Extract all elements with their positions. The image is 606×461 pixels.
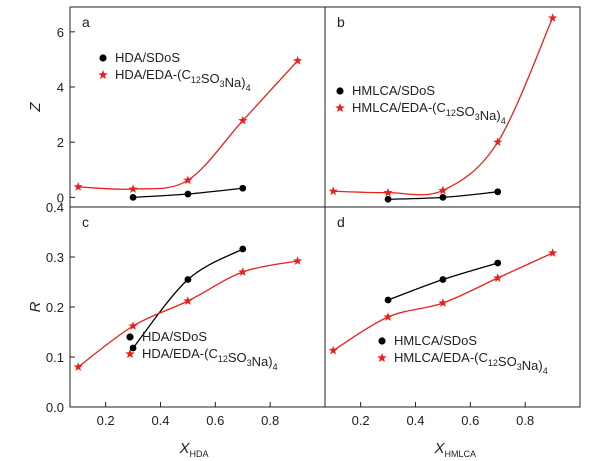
- data-point-star: [493, 273, 503, 282]
- y-axis-title: R: [27, 301, 44, 312]
- legend-marker-circle: [99, 54, 107, 62]
- legend-marker-circle: [378, 337, 386, 345]
- data-point-star: [128, 321, 138, 330]
- data-point-star: [438, 185, 448, 195]
- legend-entry: HMLCA/SDoS: [394, 333, 477, 348]
- data-point-star: [128, 184, 138, 193]
- x-tick-label: 0.6: [206, 413, 224, 428]
- panel-c: c 0.0 0.1 0.2 0.3 0.4 0.2 0.4 0.6 0.8 R XHDA HDA/SDo…: [27, 200, 326, 459]
- legend-marker-star: [125, 349, 135, 359]
- data-point-star: [383, 312, 393, 321]
- legend-entry: HMLCA/EDA-(C12SO3Na)4: [352, 100, 506, 126]
- legend-marker-star: [98, 70, 108, 80]
- legend-marker-circle: [126, 333, 134, 341]
- y-tick-label: 4: [57, 80, 64, 95]
- data-point-star: [328, 186, 338, 196]
- data-point-star: [438, 298, 448, 307]
- legend-marker-star: [377, 353, 387, 363]
- data-point-star: [383, 187, 393, 197]
- panel-frame: [69, 6, 326, 208]
- data-point-circle: [239, 184, 247, 192]
- data-point-star: [238, 115, 248, 125]
- legend-marker-star: [335, 103, 345, 113]
- data-point-star: [238, 267, 248, 276]
- data-point-star: [328, 345, 338, 355]
- y-tick-label: 6: [57, 25, 64, 40]
- y-tick-label: 0.2: [46, 300, 64, 315]
- data-point-star: [183, 175, 193, 185]
- series-fit-line: [333, 17, 554, 196]
- panel-letter: b: [337, 14, 345, 30]
- panel-a: a 0 2 4 6 Z HDA/SDoS HDA/EDA-(C12SO3Na)4: [27, 6, 326, 208]
- y-tick-label: 0.1: [46, 350, 64, 365]
- data-point-star: [73, 182, 83, 191]
- x-tick-label: 0.4: [151, 413, 169, 428]
- data-point-circle: [184, 190, 192, 198]
- data-point-circle: [184, 276, 192, 283]
- legend-entry: HDA/EDA-(C12SO3Na)4: [142, 346, 278, 372]
- x-tick-label: 0.2: [352, 413, 370, 428]
- y-tick-label: 0.4: [46, 200, 64, 215]
- legend-entry: HMLCA/SDoS: [352, 83, 435, 98]
- data-point-circle: [239, 245, 247, 253]
- data-point-circle: [384, 195, 392, 203]
- x-tick-label: 0.8: [516, 413, 534, 428]
- legend-entry: HDA/SDoS: [142, 329, 207, 344]
- data-point-circle: [439, 276, 447, 283]
- data-point-star: [293, 256, 303, 265]
- data-point-star: [493, 137, 503, 147]
- x-tick-label: 0.6: [461, 413, 479, 428]
- y-tick-label: 0: [57, 190, 64, 205]
- data-point-circle: [494, 188, 502, 196]
- data-point-star: [183, 296, 193, 305]
- data-point-star: [293, 55, 303, 65]
- legend-entry: HDA/EDA-(C12SO3Na)4: [115, 67, 251, 93]
- x-axis-title: XHDA: [179, 440, 209, 459]
- x-tick-label: 0.4: [406, 413, 424, 428]
- panel-frame: [69, 206, 326, 408]
- panel-letter: d: [337, 214, 345, 230]
- series-fit-line: [78, 60, 299, 190]
- data-point-circle: [129, 344, 137, 352]
- y-tick-label: 0.0: [46, 400, 64, 415]
- data-point-star: [548, 13, 558, 22]
- panel-letter: c: [82, 214, 89, 230]
- x-tick-label: 0.8: [261, 413, 279, 428]
- data-point-star: [548, 248, 558, 257]
- data-point-star: [73, 362, 83, 371]
- legend-marker-circle: [336, 87, 344, 95]
- panel-frame: [324, 206, 581, 408]
- panel-b: b HMLCA/SDoS HMLCA/EDA-(C12SO3Na)4: [324, 6, 581, 208]
- panel-d: d 0.2 0.4 0.6 0.8 XHMLCA HMLCA/SDoS HMLCA/EDA-(…: [324, 206, 581, 459]
- x-axis-title: XHMLCA: [434, 440, 477, 459]
- y-tick-label: 0.3: [46, 250, 64, 265]
- legend-entry: HDA/SDoS: [115, 50, 180, 65]
- x-tick-label: 0.2: [97, 413, 115, 428]
- legend-entry: HMLCA/EDA-(C12SO3Na)4: [394, 350, 548, 376]
- panel-letter: a: [82, 14, 90, 30]
- data-point-circle: [129, 193, 137, 201]
- data-point-circle: [439, 193, 447, 201]
- y-tick-label: 2: [57, 135, 64, 150]
- data-point-circle: [494, 259, 502, 267]
- data-point-circle: [384, 296, 392, 304]
- y-axis-title: Z: [27, 102, 44, 113]
